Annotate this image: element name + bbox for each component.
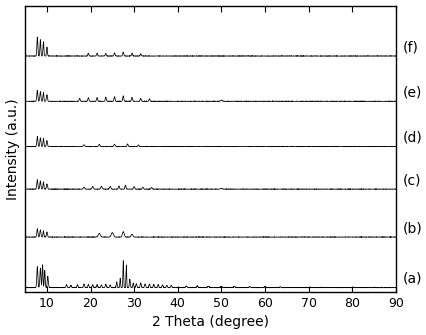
X-axis label: 2 Theta (degree): 2 Theta (degree): [152, 316, 268, 329]
Text: (a): (a): [401, 272, 421, 286]
Text: (c): (c): [401, 173, 420, 187]
Text: (e): (e): [401, 85, 421, 99]
Text: (b): (b): [401, 221, 421, 235]
Text: (d): (d): [401, 131, 421, 144]
Y-axis label: Intensity (a.u.): Intensity (a.u.): [6, 98, 20, 200]
Text: (f): (f): [401, 40, 417, 54]
